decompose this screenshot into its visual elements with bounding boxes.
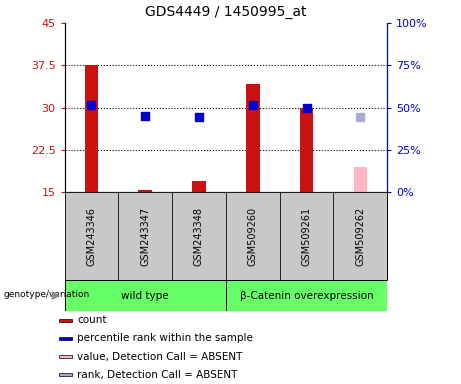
Bar bbox=[280, 192, 333, 280]
Bar bbox=[85, 65, 98, 192]
Bar bbox=[59, 373, 72, 376]
Text: percentile rank within the sample: percentile rank within the sample bbox=[77, 333, 254, 343]
Text: GSM509260: GSM509260 bbox=[248, 207, 258, 266]
Text: GSM509261: GSM509261 bbox=[301, 207, 312, 266]
Bar bbox=[65, 280, 226, 311]
Bar bbox=[65, 192, 118, 280]
Text: value, Detection Call = ABSENT: value, Detection Call = ABSENT bbox=[77, 352, 243, 362]
Bar bbox=[59, 337, 72, 340]
Bar bbox=[300, 108, 313, 192]
Point bbox=[357, 114, 364, 120]
Bar bbox=[118, 192, 172, 280]
Point bbox=[88, 102, 95, 108]
Text: count: count bbox=[77, 315, 107, 325]
Text: β-Catenin overexpression: β-Catenin overexpression bbox=[240, 291, 373, 301]
Text: GSM243346: GSM243346 bbox=[86, 207, 96, 266]
Point bbox=[195, 114, 203, 120]
Text: wild type: wild type bbox=[121, 291, 169, 301]
Title: GDS4449 / 1450995_at: GDS4449 / 1450995_at bbox=[145, 5, 307, 19]
Text: GSM509262: GSM509262 bbox=[355, 207, 366, 266]
Text: GSM243348: GSM243348 bbox=[194, 207, 204, 266]
Point bbox=[303, 104, 310, 111]
Text: rank, Detection Call = ABSENT: rank, Detection Call = ABSENT bbox=[77, 370, 238, 380]
Bar bbox=[226, 192, 280, 280]
Point bbox=[249, 102, 256, 108]
Bar bbox=[333, 192, 387, 280]
Bar bbox=[59, 355, 72, 358]
Bar bbox=[354, 167, 367, 192]
Bar bbox=[246, 84, 260, 192]
Bar bbox=[172, 192, 226, 280]
Bar bbox=[226, 280, 387, 311]
Point bbox=[142, 113, 149, 119]
Bar bbox=[138, 190, 152, 192]
Text: GSM243347: GSM243347 bbox=[140, 207, 150, 266]
Bar bbox=[59, 319, 72, 322]
Bar bbox=[192, 181, 206, 192]
Text: genotype/variation: genotype/variation bbox=[3, 290, 89, 299]
